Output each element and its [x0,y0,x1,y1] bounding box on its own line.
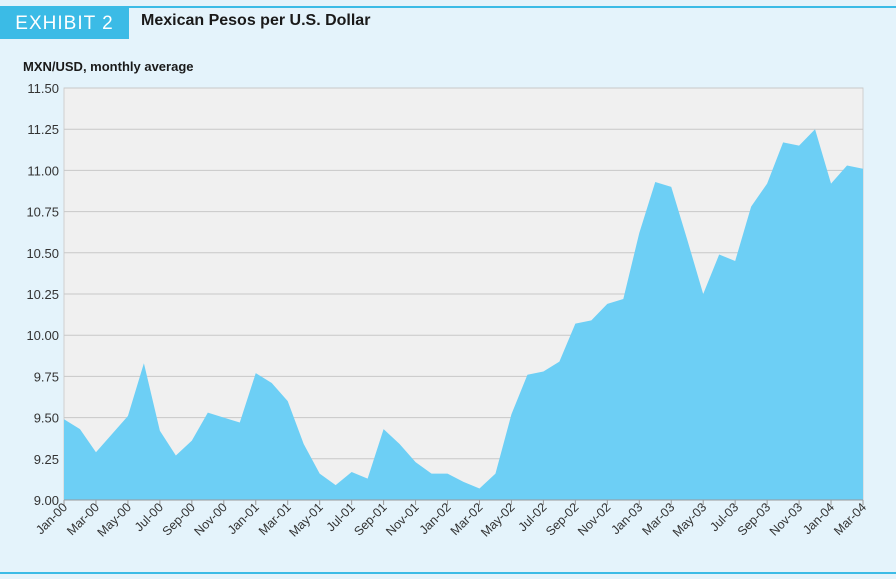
x-tick-label: Jan-01 [225,500,262,537]
x-tick-label: Sep-02 [543,500,581,538]
x-tick-label: Jan-02 [417,500,454,537]
x-tick-label: Nov-03 [767,500,805,538]
y-tick-label: 9.50 [34,411,59,426]
x-tick-label: May-02 [478,500,517,539]
y-tick-label: 10.50 [26,246,59,261]
x-tick-label: Mar-04 [831,500,869,538]
y-tick-label: 10.25 [26,287,59,302]
bottom-rule [0,572,896,574]
x-tick-label: Nov-00 [192,500,230,538]
x-tick-label: Nov-02 [575,500,613,538]
y-tick-label: 11.00 [27,163,59,178]
y-tick-label: 10.75 [26,205,59,220]
y-tick-label: 9.00 [34,493,59,508]
y-tick-label: 9.25 [34,452,59,467]
top-rule [0,6,896,8]
x-tick-label: May-00 [95,500,134,539]
series-area-mxn-usd [64,129,863,500]
x-tick-label: Sep-03 [735,500,773,538]
x-tick-label: Nov-01 [383,500,421,538]
x-tick-label: Sep-00 [160,500,198,538]
y-axis-units-label: MXN/USD, monthly average [23,59,194,74]
x-tick-label: Jan-03 [608,500,645,537]
x-tick-label: May-01 [286,500,325,539]
x-tick-label: Sep-01 [351,500,389,538]
x-tick-label: Jan-04 [800,500,837,537]
y-tick-label: 11.25 [27,122,59,137]
chart-title: Mexican Pesos per U.S. Dollar [141,12,371,29]
y-tick-label: 10.00 [26,328,59,343]
x-tick-label: May-03 [670,500,709,539]
exhibit-badge: EXHIBIT 2 [0,8,129,39]
y-tick-label: 11.50 [27,81,59,96]
y-tick-label: 9.75 [34,369,59,384]
